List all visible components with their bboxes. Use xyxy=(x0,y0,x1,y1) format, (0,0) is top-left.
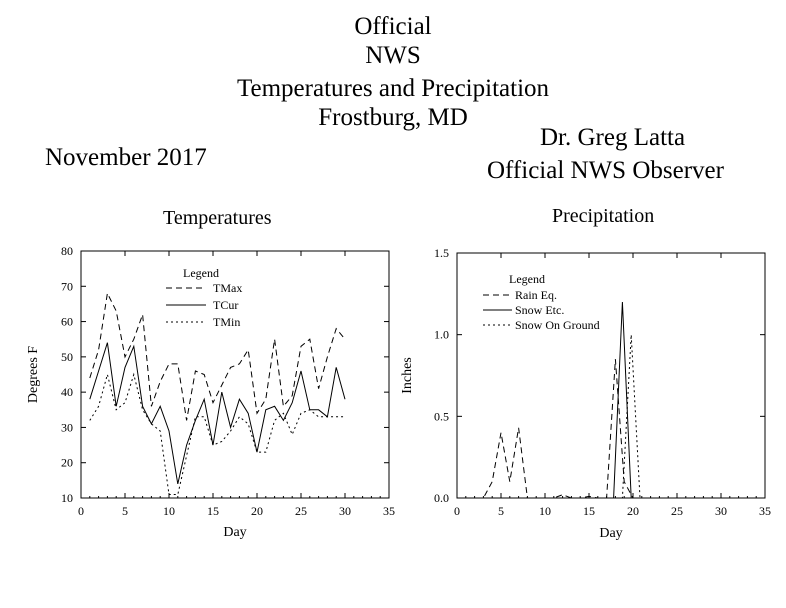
precipitation-x-axis-label: Day xyxy=(599,526,622,541)
precipitation-x-tick-label: 5 xyxy=(498,504,504,518)
temperature-legend-title: Legend xyxy=(183,266,219,280)
temperature-y-tick-label: 80 xyxy=(61,244,73,258)
precipitation-plot-frame xyxy=(456,252,766,499)
temperature-y-axis-label: Degrees F xyxy=(26,346,41,403)
title-line-4: Frostburg, MD xyxy=(318,104,468,131)
precipitation-x-tick-label: 35 xyxy=(759,504,771,518)
precipitation-legend-label: Rain Eq. xyxy=(515,288,557,302)
temperature-x-tick-label: 10 xyxy=(163,504,175,518)
temperature-x-tick-label: 35 xyxy=(383,504,395,518)
temperature-series-line-tmin xyxy=(89,372,345,495)
precipitation-legend-title: Legend xyxy=(509,272,545,286)
temperature-y-tick-label: 40 xyxy=(61,385,73,399)
temperature-legend-label: TMax xyxy=(213,281,242,295)
precipitation-series-line-rain-eq- xyxy=(465,359,642,499)
temperature-x-axis-label: Day xyxy=(223,525,246,540)
precipitation-x-tick-label: 0 xyxy=(454,504,460,518)
temperature-y-tick-label: 50 xyxy=(61,350,73,364)
precipitation-legend-label: Snow On Ground xyxy=(515,318,600,332)
temperature-x-tick-label: 0 xyxy=(78,504,84,518)
title-line-1: Official xyxy=(354,13,432,40)
observer-title: Official NWS Observer xyxy=(487,157,724,184)
temperature-legend-label: TMin xyxy=(213,315,240,329)
temperature-x-tick-label: 15 xyxy=(207,504,219,518)
precipitation-legend-label: Snow Etc. xyxy=(515,303,564,317)
temperature-chart-title: Temperatures xyxy=(163,207,272,229)
temperature-series-line-tcur xyxy=(89,342,346,485)
temperature-x-tick-label: 20 xyxy=(251,504,263,518)
temperature-y-tick-label: 30 xyxy=(61,420,73,434)
precipitation-x-tick-label: 10 xyxy=(539,504,551,518)
temperature-legend-label: TCur xyxy=(213,298,238,312)
temperature-x-tick-label: 5 xyxy=(122,504,128,518)
title-line-3: Temperatures and Precipitation xyxy=(236,75,550,102)
precipitation-y-tick-label: 1.5 xyxy=(434,246,449,260)
month-label: November 2017 xyxy=(45,144,207,171)
precipitation-y-tick-label: 1.0 xyxy=(434,328,449,342)
precipitation-chart-title: Precipitation xyxy=(552,205,655,227)
precipitation-x-tick-label: 30 xyxy=(715,504,727,518)
temperature-plot-frame xyxy=(80,250,390,499)
observer-name: Dr. Greg Latta xyxy=(540,124,686,151)
temperature-y-tick-label: 10 xyxy=(61,491,73,505)
precipitation-x-tick-label: 15 xyxy=(583,504,595,518)
temperature-y-tick-label: 20 xyxy=(61,456,73,470)
temperature-y-tick-label: 60 xyxy=(61,315,73,329)
precipitation-x-tick-label: 20 xyxy=(627,504,639,518)
precipitation-y-axis-label: Inches xyxy=(400,357,415,394)
precipitation-y-tick-label: 0.0 xyxy=(434,491,449,505)
precipitation-y-tick-label: 0.5 xyxy=(434,409,449,423)
temperature-x-tick-label: 30 xyxy=(339,504,351,518)
temperature-series-line-tmax xyxy=(89,291,346,421)
temperature-y-tick-label: 70 xyxy=(61,279,73,293)
precipitation-series-line-snow-etc- xyxy=(606,301,642,499)
precipitation-x-tick-label: 25 xyxy=(671,504,683,518)
title-line-2: NWS xyxy=(365,42,421,69)
temperature-x-tick-label: 25 xyxy=(295,504,307,518)
